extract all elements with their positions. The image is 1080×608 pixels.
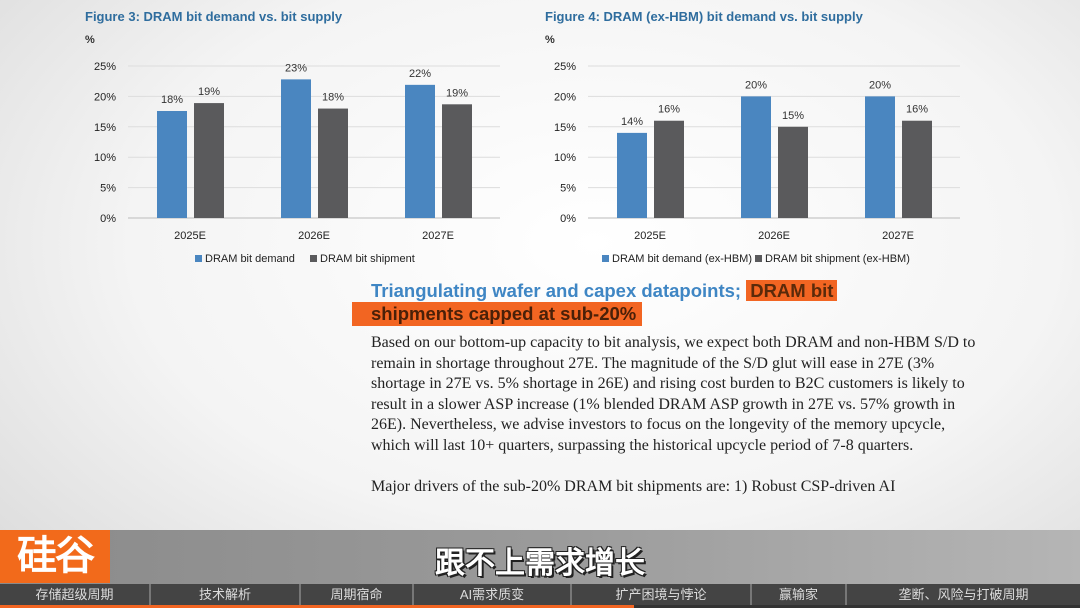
progress-fill: [0, 605, 634, 608]
data-label: 18%: [322, 92, 344, 104]
y-tick-label: 10%: [554, 152, 576, 164]
data-label: 20%: [869, 79, 891, 91]
section-heading-highlight: shipments capped at sub-20%: [352, 302, 643, 326]
bar-shipment: [902, 120, 932, 218]
chapter-1[interactable]: 存储超级周期: [0, 584, 151, 605]
data-label: 22%: [409, 68, 431, 80]
y-axis-unit: %: [85, 34, 95, 46]
chapter-4[interactable]: AI需求质变: [414, 584, 572, 605]
bar-demand: [865, 96, 895, 218]
chapter-2[interactable]: 技术解析: [151, 584, 301, 605]
data-label: 14%: [621, 116, 643, 128]
y-axis-unit: %: [545, 34, 555, 46]
data-label: 20%: [745, 79, 767, 91]
legend-swatch: [755, 255, 762, 262]
legend-label: DRAM bit shipment (ex-HBM): [765, 253, 910, 265]
paragraph: Major drivers of the sub-20% DRAM bit sh…: [371, 478, 896, 496]
data-label: 23%: [285, 62, 307, 74]
y-tick-label: 5%: [560, 183, 576, 195]
legend-label: DRAM bit demand: [205, 253, 295, 265]
data-label: 16%: [906, 104, 928, 116]
data-label: 15%: [782, 110, 804, 122]
legend-label: DRAM bit shipment: [320, 253, 415, 265]
chapter-nav: 存储超级周期 技术解析 周期宿命 AI需求质变 扩产困境与悖论 赢输家 垄断、风…: [0, 584, 1080, 605]
y-tick-label: 0%: [100, 213, 116, 225]
bar-shipment: [442, 104, 472, 218]
data-label: 16%: [658, 104, 680, 116]
x-tick-label: 2026E: [298, 230, 330, 242]
bar-shipment: [778, 126, 808, 218]
channel-logo: 硅谷: [0, 530, 110, 583]
subtitle-caption: 跟不上需求增长: [435, 547, 645, 580]
y-tick-label: 25%: [554, 61, 576, 73]
x-tick-label: 2027E: [422, 230, 454, 242]
chapter-3[interactable]: 周期宿命: [301, 584, 414, 605]
bar-shipment: [654, 120, 684, 218]
chapter-7[interactable]: 垄断、风险与打破周期: [898, 587, 1029, 602]
bar-chart: 0% 5% 10% 15% 20% 25% 2025E 18% 19% 2026E 23% 18% 20…: [94, 61, 500, 265]
data-label: 19%: [198, 86, 220, 98]
bar-demand: [405, 84, 435, 219]
bar-demand: [281, 79, 311, 218]
bar-demand: [617, 132, 647, 218]
x-tick-label: 2025E: [174, 230, 206, 242]
x-tick-label: 2026E: [758, 230, 790, 242]
chapter-5[interactable]: 扩产困境与悖论: [572, 584, 752, 605]
y-tick-label: 5%: [100, 183, 116, 195]
data-label: 18%: [161, 94, 183, 106]
bar-chart: 0% 5% 10% 15% 20% 25% 2025E 14% 16% 2026E 20% 15% 20…: [554, 61, 960, 265]
y-tick-label: 0%: [560, 213, 576, 225]
y-tick-label: 25%: [94, 61, 116, 73]
legend-label: DRAM bit demand (ex-HBM): [612, 253, 752, 265]
chart-title: Figure 4: DRAM (ex-HBM) bit demand vs. b…: [545, 9, 863, 24]
chart-title: Figure 3: DRAM bit demand vs. bit supply: [85, 9, 343, 24]
x-tick-label: 2027E: [882, 230, 914, 242]
y-tick-label: 20%: [94, 91, 116, 103]
legend-swatch: [602, 255, 609, 262]
legend-swatch: [195, 255, 202, 262]
y-tick-label: 10%: [94, 152, 116, 164]
subtitle-bar: [0, 530, 1080, 584]
x-tick-label: 2025E: [634, 230, 666, 242]
section-heading: Triangulating wafer and capex datapoints…: [371, 278, 911, 303]
paragraph: Based on our bottom-up capacity to bit a…: [371, 334, 976, 454]
y-tick-label: 20%: [554, 91, 576, 103]
bar-shipment: [318, 108, 348, 218]
article-body: Based on our bottom-up capacity to bit a…: [371, 333, 981, 518]
y-tick-label: 15%: [94, 122, 116, 134]
bar-demand: [157, 110, 187, 218]
data-label: 19%: [446, 87, 468, 99]
bar-demand: [741, 96, 771, 218]
bar-shipment: [194, 103, 224, 218]
legend-swatch: [310, 255, 317, 262]
chapter-6[interactable]: 赢输家: [752, 584, 847, 605]
y-tick-label: 15%: [554, 122, 576, 134]
